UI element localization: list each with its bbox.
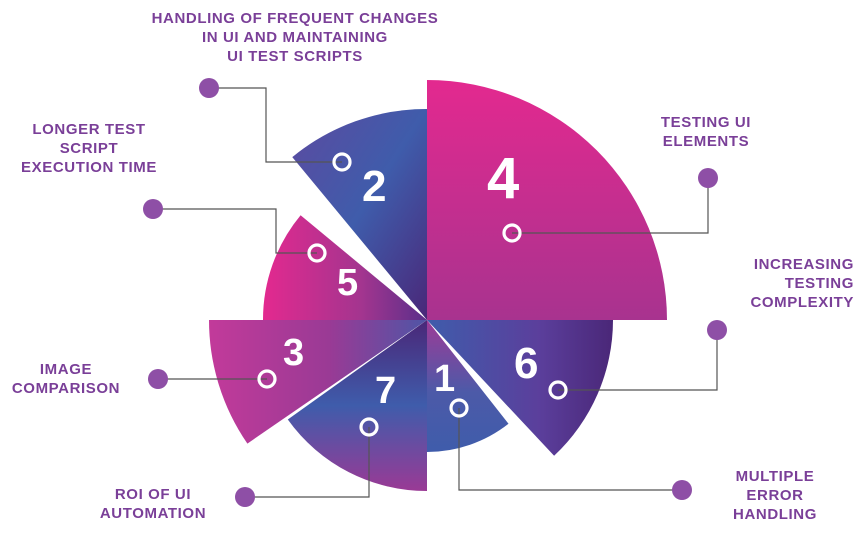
segment-1-number: 1 [434, 358, 456, 400]
label-line: EXECUTION TIME [21, 159, 157, 176]
label-line: IMAGE [39, 361, 93, 378]
connector-line-2 [209, 87, 342, 163]
segment-4-label: TESTING UI ELEMENTS [636, 113, 776, 151]
connector-line-4 [512, 178, 709, 234]
segment-3-label: IMAGE COMPARISON [0, 360, 132, 398]
label-line: TESTING UI [660, 114, 752, 131]
segment-5-number: 5 [337, 262, 359, 304]
segment-4-ring [502, 223, 522, 243]
label-line: ROI OF UI [114, 486, 192, 503]
segment-4-number: 4 [487, 146, 520, 211]
segment-3-wedge [209, 320, 427, 444]
connector-line-5 [153, 208, 317, 254]
segment-7-number: 7 [375, 370, 397, 412]
segment-1-ring [449, 398, 469, 418]
segment-1-wedge [427, 320, 509, 452]
segment-6-wedge [427, 320, 613, 456]
segment-4-dot [698, 168, 718, 188]
label-line: ELEMENTS [662, 133, 750, 150]
segment-1-dot [672, 480, 692, 500]
label-line: INCREASING [753, 256, 854, 273]
connector-line-1 [458, 408, 682, 491]
segment-3-ring [257, 369, 277, 389]
label-line: LONGER TEST [32, 121, 146, 138]
label-line: ERROR [746, 487, 804, 504]
segment-5-label: LONGER TEST SCRIPT EXECUTION TIME [4, 120, 174, 177]
segment-6-label: INCREASING TESTING COMPLEXITY [690, 255, 854, 312]
segment-5-ring [307, 243, 327, 263]
segment-6-ring [548, 380, 568, 400]
label-line: UI TEST SCRIPTS [227, 48, 363, 65]
segment-3-dot [148, 369, 168, 389]
segment-1-label: MULTIPLE ERROR HANDLING [700, 467, 850, 524]
label-line: MULTIPLE [735, 468, 815, 485]
label-line: AUTOMATION [99, 505, 207, 522]
connector-line-7 [245, 427, 370, 498]
segment-6-number: 6 [514, 339, 539, 388]
label-line: COMPARISON [11, 380, 121, 397]
segment-2-dot [199, 78, 219, 98]
label-line: TESTING [784, 275, 854, 292]
label-line: HANDLING [733, 506, 817, 523]
segment-7-label: ROI OF UI AUTOMATION [80, 485, 226, 523]
segment-6-dot [707, 320, 727, 340]
connector-line-6 [558, 330, 718, 391]
segment-7-wedge [287, 320, 427, 492]
label-line: COMPLEXITY [750, 294, 854, 311]
segment-2-number: 2 [362, 162, 387, 211]
segment-3-number: 3 [283, 332, 305, 374]
segment-5-dot [143, 199, 163, 219]
segment-7-ring [359, 417, 379, 437]
label-line: IN UI AND MAINTAINING [202, 29, 388, 46]
segment-2-ring [332, 152, 352, 172]
label-line: SCRIPT [59, 140, 119, 157]
segment-7-dot [235, 487, 255, 507]
segment-4-wedge [427, 80, 667, 320]
segment-5-wedge [262, 215, 427, 320]
segment-2-label: HANDLING OF FREQUENT CHANGES IN UI AND MA… [110, 9, 480, 66]
label-line: HANDLING OF FREQUENT CHANGES [151, 10, 439, 27]
